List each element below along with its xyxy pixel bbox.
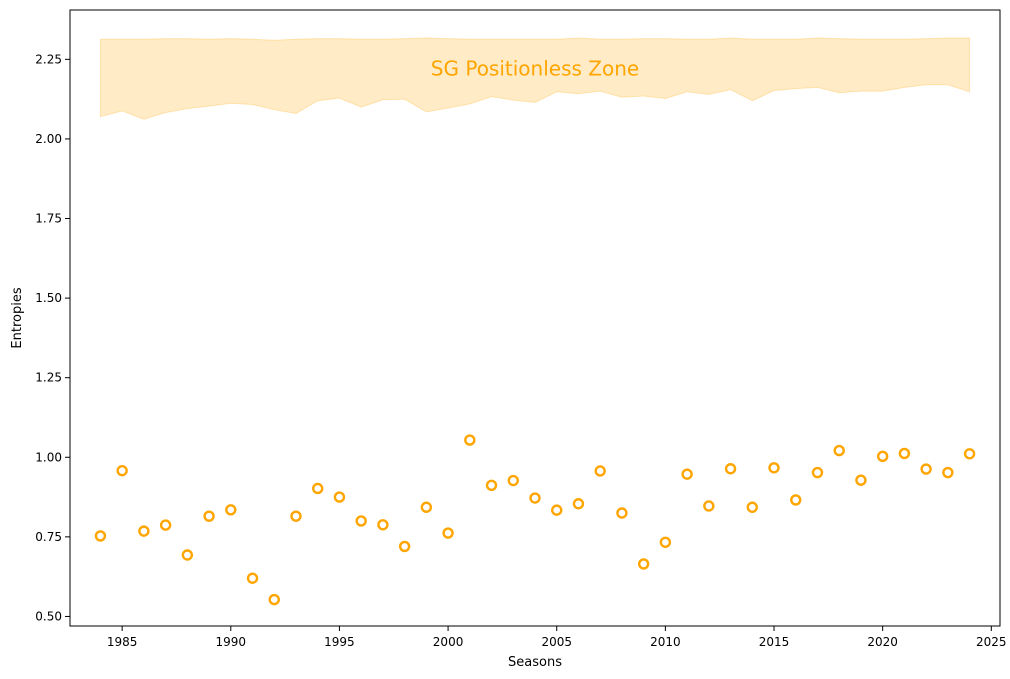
x-tick-label: 2020 bbox=[867, 635, 898, 649]
data-point bbox=[790, 494, 802, 506]
data-point bbox=[724, 463, 737, 475]
data-point bbox=[442, 527, 454, 539]
x-tick-label: 2015 bbox=[759, 635, 790, 649]
data-point bbox=[225, 504, 237, 516]
y-tick-label: 0.75 bbox=[35, 530, 62, 544]
y-tick-label: 1.75 bbox=[35, 212, 62, 226]
y-tick-label: 2.25 bbox=[35, 52, 62, 66]
x-tick-label: 1990 bbox=[216, 635, 247, 649]
data-point bbox=[855, 474, 867, 486]
data-point bbox=[898, 447, 911, 460]
data-point bbox=[681, 468, 693, 480]
y-tick-label: 1.50 bbox=[35, 291, 62, 305]
data-point bbox=[811, 466, 824, 479]
data-point bbox=[268, 593, 280, 606]
x-tick-label: 2005 bbox=[541, 635, 572, 649]
zone-band bbox=[99, 37, 971, 120]
data-points bbox=[94, 434, 976, 606]
data-point bbox=[942, 466, 954, 479]
data-point bbox=[551, 504, 563, 516]
data-point bbox=[94, 530, 107, 542]
data-point bbox=[876, 450, 889, 463]
data-point bbox=[746, 501, 758, 513]
x-tick-label: 2010 bbox=[650, 635, 681, 649]
data-point bbox=[312, 482, 324, 495]
x-tick-label: 2000 bbox=[433, 635, 464, 649]
y-axis-ticks: 0.50 0.75 1.00 1.25 1.50 1.75 2.00 2.25 bbox=[35, 52, 70, 623]
x-tick-label: 1995 bbox=[324, 635, 355, 649]
x-tick-label: 1985 bbox=[107, 635, 138, 649]
data-point bbox=[116, 464, 128, 477]
zone-label: SG Positionless Zone bbox=[431, 56, 639, 80]
y-tick-label: 1.00 bbox=[35, 450, 62, 464]
data-point bbox=[203, 510, 215, 522]
data-point bbox=[768, 462, 780, 474]
data-point bbox=[159, 519, 172, 531]
data-point bbox=[963, 448, 976, 460]
positionless-zone bbox=[99, 37, 971, 120]
data-point bbox=[355, 515, 367, 527]
data-point bbox=[485, 479, 498, 491]
data-point bbox=[703, 500, 715, 512]
y-tick-label: 1.25 bbox=[35, 371, 62, 385]
data-point bbox=[333, 491, 346, 503]
data-point bbox=[181, 549, 194, 561]
data-point bbox=[616, 507, 628, 519]
x-axis-label: Seasons bbox=[508, 655, 562, 670]
x-axis-ticks: 1985 1990 1995 2000 2005 2010 2015 2020 2025 bbox=[107, 626, 1007, 649]
data-point bbox=[246, 572, 259, 584]
data-point bbox=[920, 463, 932, 475]
data-point bbox=[529, 492, 541, 504]
data-point bbox=[398, 540, 411, 553]
data-point bbox=[594, 465, 606, 477]
data-point bbox=[420, 501, 433, 513]
data-point bbox=[138, 525, 150, 537]
y-tick-label: 2.00 bbox=[35, 132, 62, 146]
y-tick-label: 0.50 bbox=[35, 609, 62, 623]
plot-frame bbox=[69, 9, 1001, 627]
data-point bbox=[833, 444, 845, 457]
data-point bbox=[464, 434, 476, 446]
data-point bbox=[659, 536, 672, 548]
data-point bbox=[377, 519, 389, 531]
data-point bbox=[507, 474, 519, 487]
data-point bbox=[572, 498, 585, 510]
x-tick-label: 2025 bbox=[976, 635, 1007, 649]
data-point bbox=[637, 558, 650, 570]
y-axis-label: Entropies bbox=[10, 287, 25, 348]
data-point bbox=[290, 510, 302, 522]
